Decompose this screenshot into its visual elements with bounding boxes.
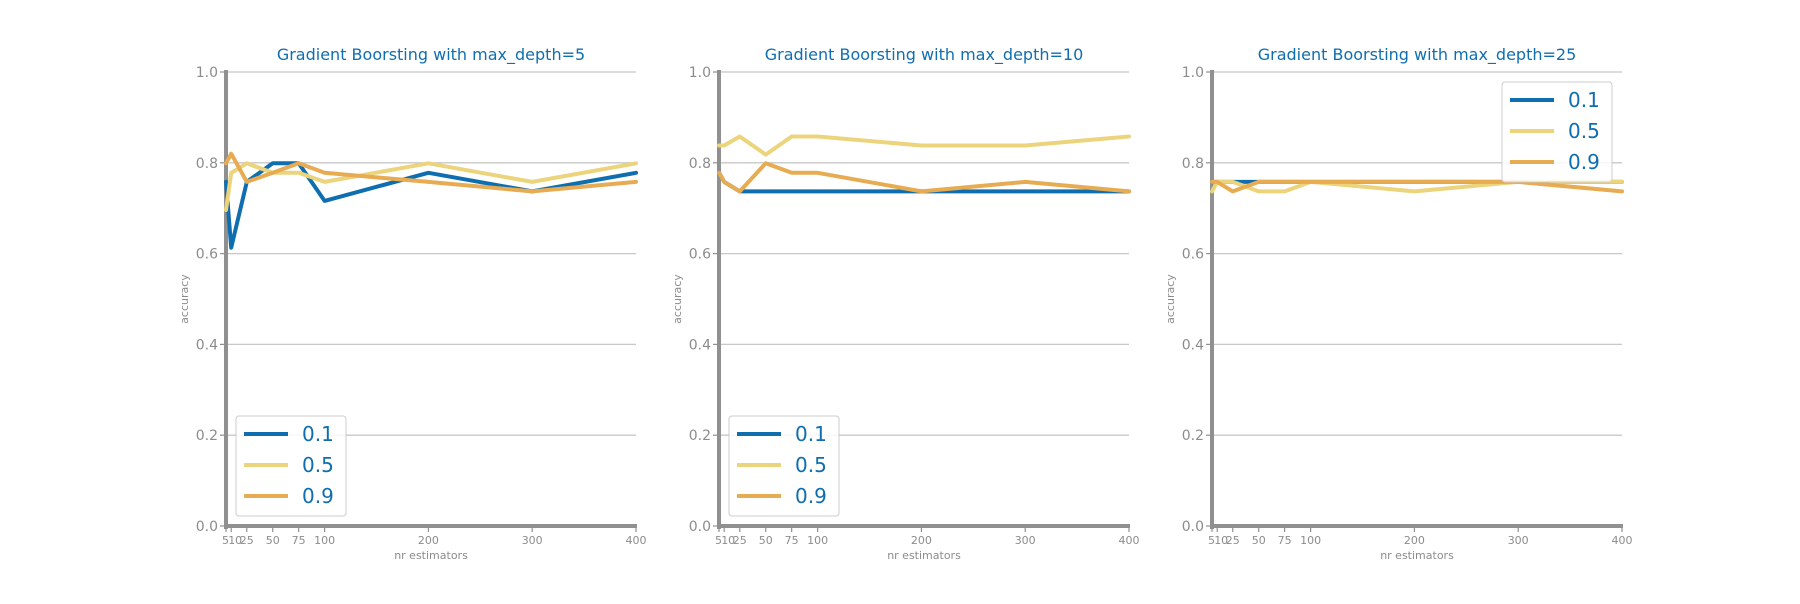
y-tick-label: 0.8 bbox=[1182, 156, 1204, 172]
series-line-0.1 bbox=[719, 173, 1129, 192]
x-tick-label: 50 bbox=[266, 534, 280, 547]
x-axis-label: nr estimators bbox=[887, 549, 961, 562]
y-tick-label: 0.4 bbox=[689, 337, 711, 353]
y-tick-label: 0.6 bbox=[1182, 247, 1204, 263]
x-tick-label: 50 bbox=[1252, 534, 1266, 547]
y-tick-label: 0.2 bbox=[1182, 428, 1204, 444]
legend-label: 0.9 bbox=[795, 484, 827, 508]
legend-label: 0.1 bbox=[1568, 88, 1600, 112]
chart-title: Gradient Boorsting with max_depth=5 bbox=[277, 45, 585, 65]
x-tick-label: 75 bbox=[1278, 534, 1292, 547]
x-tick-label: 200 bbox=[911, 534, 932, 547]
y-axis-label: accuracy bbox=[1164, 274, 1177, 324]
y-tick-label: 1.0 bbox=[689, 65, 711, 81]
y-tick-label: 0.2 bbox=[689, 428, 711, 444]
y-tick-label: 0.4 bbox=[1182, 337, 1204, 353]
x-tick-label: 300 bbox=[522, 534, 543, 547]
y-tick-label: 0.8 bbox=[196, 156, 218, 172]
y-tick-label: 0.6 bbox=[196, 247, 218, 263]
y-tick-label: 1.0 bbox=[1182, 65, 1204, 81]
legend-label: 0.9 bbox=[1568, 150, 1600, 174]
y-tick-label: 0.0 bbox=[689, 519, 711, 535]
x-axis-label: nr estimators bbox=[394, 549, 468, 562]
x-tick-label: 75 bbox=[785, 534, 799, 547]
y-axis-label: accuracy bbox=[178, 274, 191, 324]
legend-label: 0.1 bbox=[302, 422, 334, 446]
legend-label: 0.5 bbox=[795, 453, 827, 477]
x-tick-label: 400 bbox=[1119, 534, 1140, 547]
y-tick-label: 0.8 bbox=[689, 156, 711, 172]
x-tick-label: 400 bbox=[1612, 534, 1633, 547]
x-tick-label: 25 bbox=[1226, 534, 1240, 547]
legend: 0.1 0.5 0.9 bbox=[729, 416, 839, 516]
legend: 0.1 0.5 0.9 bbox=[1502, 82, 1612, 182]
y-tick-label: 0.6 bbox=[689, 247, 711, 263]
x-axis-label: nr estimators bbox=[1380, 549, 1454, 562]
y-tick-label: 0.4 bbox=[196, 337, 218, 353]
x-tick-label: 200 bbox=[1404, 534, 1425, 547]
x-tick-label: 200 bbox=[418, 534, 439, 547]
legend-label: 0.9 bbox=[302, 484, 334, 508]
x-tick-label: 100 bbox=[807, 534, 828, 547]
x-tick-label: 300 bbox=[1508, 534, 1529, 547]
series-line-0.5 bbox=[719, 137, 1129, 155]
x-tick-label: 50 bbox=[759, 534, 773, 547]
legend-label: 0.1 bbox=[795, 422, 827, 446]
x-tick-label: 100 bbox=[314, 534, 335, 547]
legend-label: 0.5 bbox=[1568, 119, 1600, 143]
chart-title: Gradient Boorsting with max_depth=10 bbox=[765, 45, 1084, 65]
legend-label: 0.5 bbox=[302, 453, 334, 477]
x-tick-label: 25 bbox=[240, 534, 254, 547]
y-tick-label: 0.0 bbox=[196, 519, 218, 535]
y-tick-label: 0.0 bbox=[1182, 519, 1204, 535]
x-tick-label: 300 bbox=[1015, 534, 1036, 547]
x-tick-label: 75 bbox=[292, 534, 306, 547]
series-line-0.9 bbox=[719, 163, 1129, 191]
x-tick-label: 25 bbox=[733, 534, 747, 547]
x-tick-label: 400 bbox=[626, 534, 647, 547]
chart-title: Gradient Boorsting with max_depth=25 bbox=[1258, 45, 1577, 65]
legend: 0.1 0.5 0.9 bbox=[236, 416, 346, 516]
y-tick-label: 0.2 bbox=[196, 428, 218, 444]
y-tick-label: 1.0 bbox=[196, 65, 218, 81]
x-tick-label: 100 bbox=[1300, 534, 1321, 547]
y-axis-label: accuracy bbox=[671, 274, 684, 324]
